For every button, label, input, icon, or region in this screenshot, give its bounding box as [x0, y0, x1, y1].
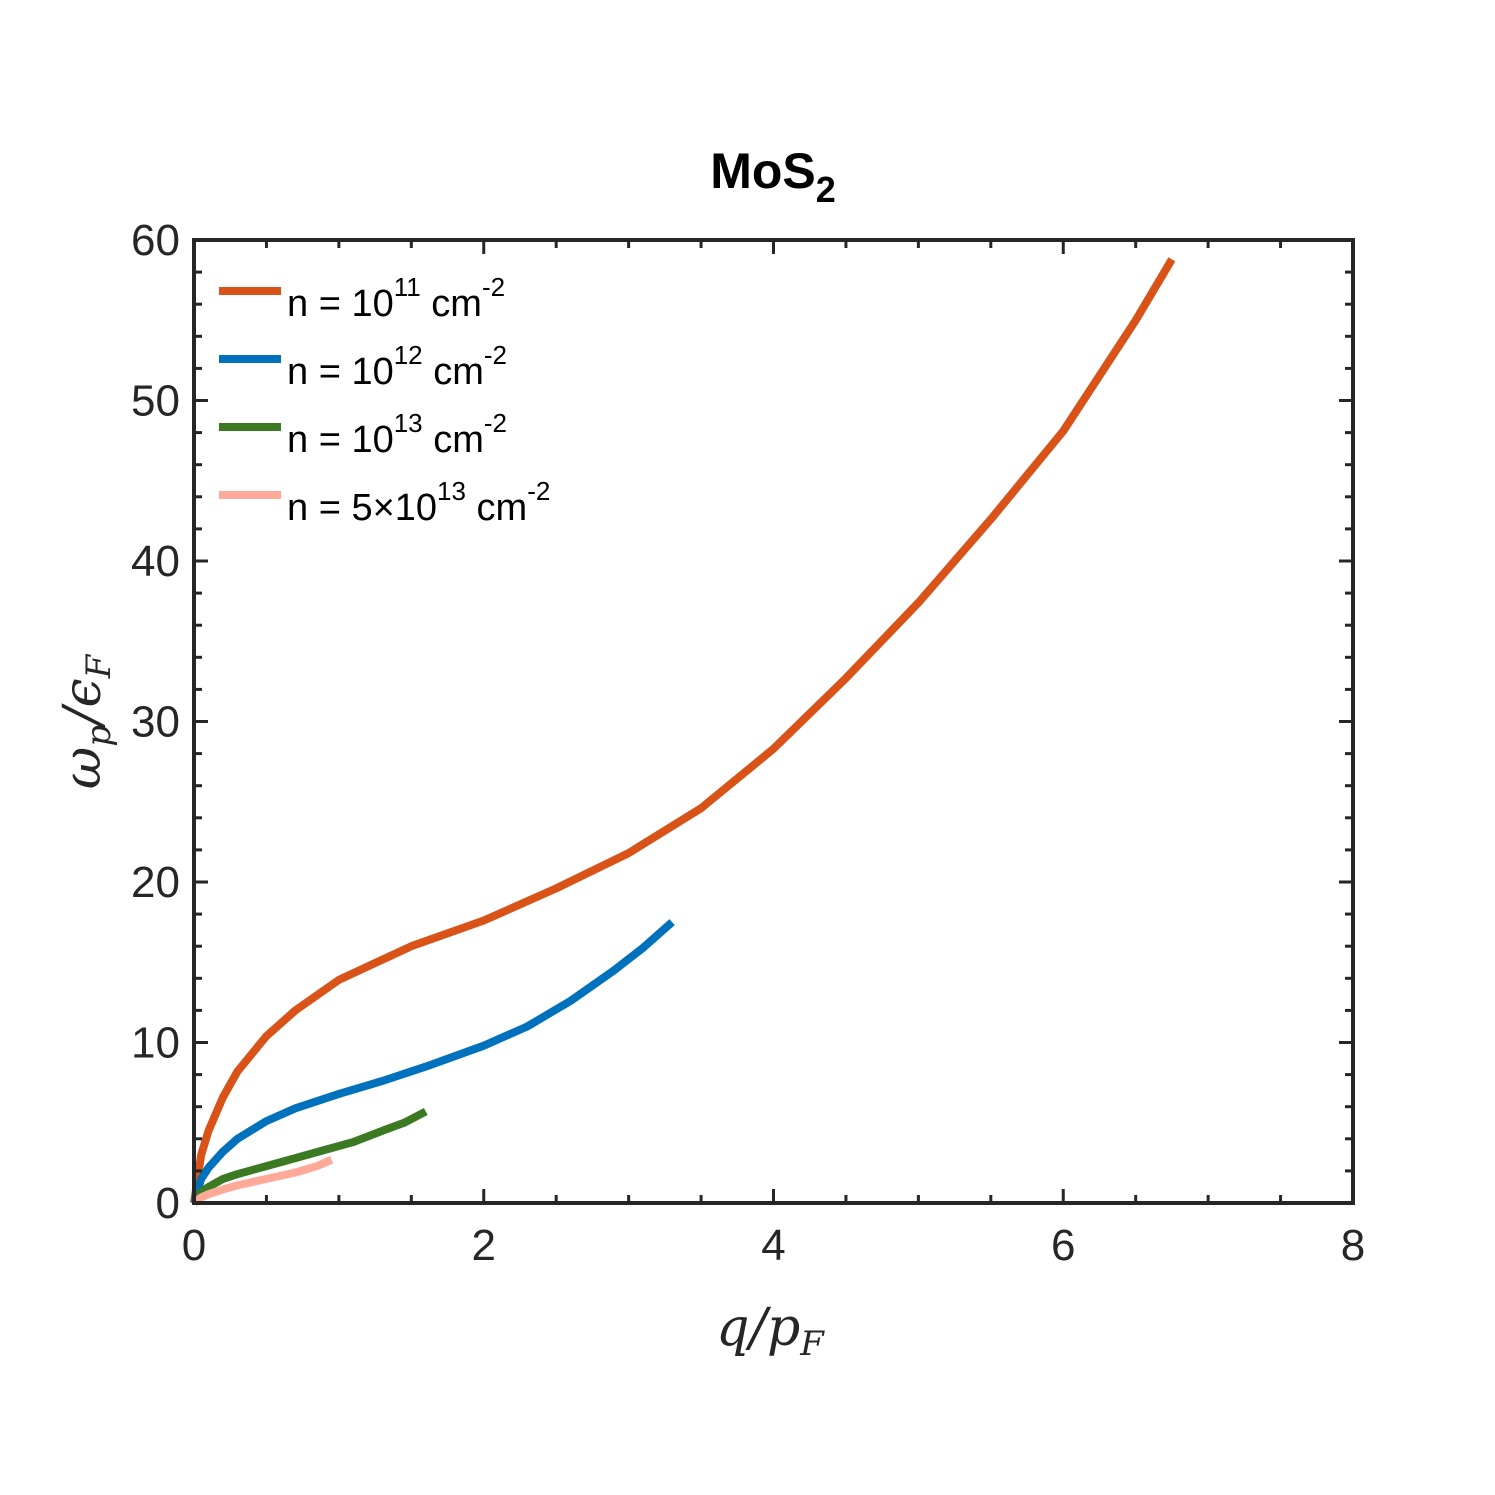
chart-title: MoS2: [710, 143, 836, 210]
y-tick-label: 10: [131, 1019, 180, 1068]
legend-label-2: n = 1012 cm-2: [287, 340, 507, 393]
legend-label-exponent: 13: [394, 408, 423, 438]
y-tick-label: 60: [131, 216, 180, 265]
y-tick-label: 40: [131, 537, 180, 586]
y-axis-label-sub2: F: [79, 653, 119, 679]
legend-label-unit-exponent: -2: [484, 408, 507, 438]
legend-label-unit: cm: [423, 419, 484, 461]
y-axis-label: ωp/ϵF: [53, 653, 119, 789]
y-axis-label-sub1: p: [79, 725, 119, 747]
legend-label-base: n = 10: [287, 351, 394, 393]
y-tick-label: 20: [131, 858, 180, 907]
series-layer: [190, 257, 1176, 1207]
legend-label-unit: cm: [466, 487, 527, 529]
legend-label-base: n = 10: [287, 283, 394, 325]
x-tick-label: 8: [1341, 1221, 1365, 1270]
chart-title-main: MoS: [710, 143, 816, 199]
x-tick-label: 2: [472, 1221, 496, 1270]
x-tick-label: 0: [182, 1221, 206, 1270]
legend-label-base: n = 10: [287, 419, 394, 461]
series-line-1: [190, 257, 1176, 1204]
legend-label-unit: cm: [421, 283, 482, 325]
series-line-3: [190, 1107, 428, 1206]
legend-label-unit-exponent: -2: [482, 272, 505, 302]
y-tick-label: 50: [131, 377, 180, 426]
legend-label-3: n = 1013 cm-2: [287, 408, 507, 461]
x-tick-label: 6: [1051, 1221, 1075, 1270]
legend: n = 1011 cm-2n = 1012 cm-2n = 1013 cm-2n…: [219, 272, 550, 529]
legend-label-exponent: 12: [394, 340, 423, 370]
y-axis-label-mid: /ϵ: [53, 678, 113, 730]
series-line-2: [190, 919, 675, 1205]
legend-label-4: n = 5×1013 cm-2: [287, 476, 550, 529]
legend-label-base: n = 5×10: [287, 487, 437, 529]
legend-label-exponent: 11: [394, 272, 421, 302]
chart-title-subscript: 2: [816, 169, 836, 210]
y-tick-label: 0: [156, 1179, 180, 1228]
legend-label-unit-exponent: -2: [527, 476, 550, 506]
series-line-4: [191, 1156, 334, 1207]
legend-label-unit-exponent: -2: [484, 340, 507, 370]
x-axis-label-sub: F: [799, 1324, 825, 1364]
x-tick-label: 4: [761, 1221, 785, 1270]
y-axis-label-main: ω: [53, 747, 113, 789]
legend-label-unit: cm: [423, 351, 484, 393]
ticks-layer: 0 2 4 6 8 0 10 20 30 40 50 60: [131, 216, 1365, 1270]
legend-label-exponent: 13: [437, 476, 466, 506]
x-axis-label: q/pF: [716, 1298, 825, 1364]
x-axis-label-main: q/p: [716, 1298, 800, 1358]
legend-label-1: n = 1011 cm-2: [287, 272, 505, 325]
y-tick-label: 30: [131, 698, 180, 747]
